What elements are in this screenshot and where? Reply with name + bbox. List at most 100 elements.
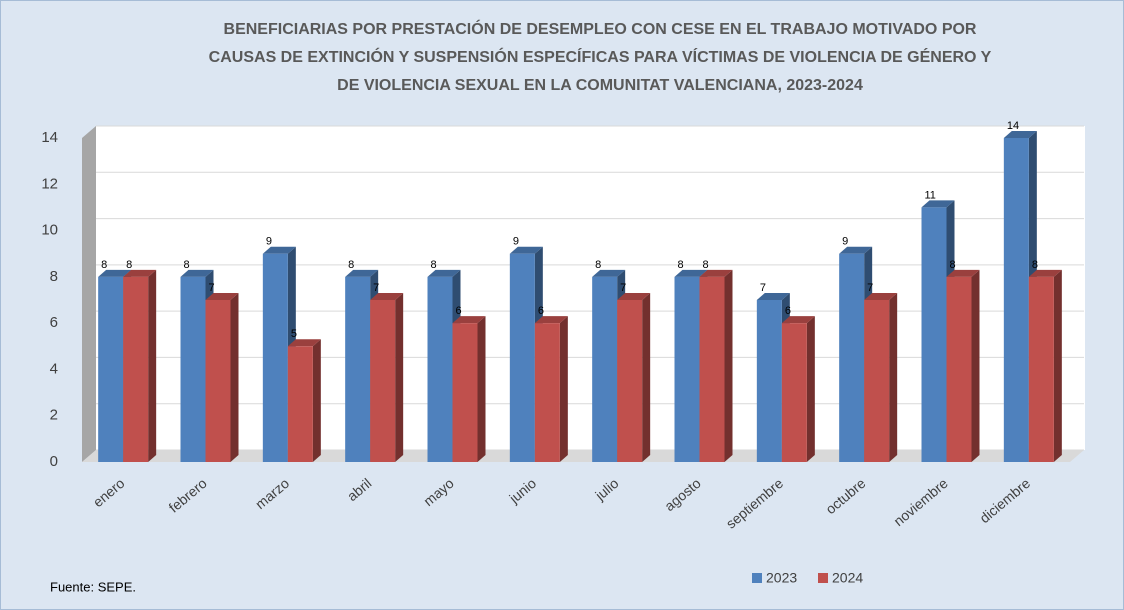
bar-face (370, 293, 404, 300)
chart-title: DE VIOLENCIA SEXUAL EN LA COMUNITAT VALE… (337, 77, 863, 94)
bar-face (345, 269, 379, 277)
bar-face (312, 339, 321, 462)
value-label: 9 (266, 236, 272, 248)
bar-face (345, 276, 371, 462)
bar (205, 293, 239, 462)
bar-face (699, 276, 725, 462)
bar-face (592, 269, 626, 277)
y-tick-label: 12 (41, 175, 58, 192)
bar-face (98, 269, 132, 277)
bar-face (806, 316, 815, 462)
bar-face (559, 316, 568, 462)
bar-face (921, 200, 955, 208)
bar-face (781, 323, 807, 462)
bar-face (1003, 131, 1037, 138)
y-tick-label: 6 (50, 314, 58, 331)
bar-face (370, 300, 396, 462)
value-label: 6 (456, 305, 462, 317)
bar-face (287, 339, 321, 347)
bar-face (839, 253, 865, 462)
bar-face (642, 293, 651, 462)
chart-title: BENEFICIARIAS POR PRESTACIÓN DE DESEMPLE… (224, 19, 977, 38)
bar-face (946, 276, 972, 462)
bar-face (839, 246, 873, 254)
bar-face (427, 269, 461, 277)
bar-face (1053, 269, 1062, 462)
bar (699, 269, 733, 462)
value-label: 8 (1032, 259, 1038, 271)
bar-face (452, 323, 478, 462)
value-label: 8 (950, 259, 956, 271)
bar-face (123, 276, 149, 462)
y-tick-label: 14 (41, 129, 58, 146)
bar-face (864, 293, 898, 300)
legend-label: 2024 (832, 570, 863, 586)
y-tick-label: 8 (50, 268, 58, 285)
value-label: 7 (209, 282, 215, 294)
bar-face (477, 316, 486, 462)
bar-face (205, 293, 239, 300)
bar (370, 293, 404, 462)
value-label: 6 (538, 305, 544, 317)
bar-face (1028, 269, 1062, 277)
side-wall (82, 126, 96, 462)
bar (509, 246, 543, 462)
floor (82, 450, 1084, 462)
back-wall (96, 126, 1085, 450)
value-label: 6 (785, 305, 791, 317)
bar (1028, 269, 1062, 462)
bar-face (1003, 138, 1029, 462)
bar-face (230, 293, 239, 462)
value-label: 9 (513, 236, 519, 248)
bar-face (674, 276, 700, 462)
bar-face (287, 346, 313, 462)
bar-face (756, 300, 782, 462)
bar (452, 316, 486, 462)
bar-face (262, 253, 288, 462)
bar (946, 269, 980, 462)
bar-face (971, 269, 980, 462)
bar-face (889, 293, 898, 462)
value-label: 8 (703, 259, 709, 271)
value-label: 8 (184, 259, 190, 271)
bar-face (946, 269, 980, 277)
bar-face (617, 300, 643, 462)
value-label: 7 (760, 282, 766, 294)
bar-face (756, 293, 790, 300)
value-label: 8 (101, 259, 107, 271)
bar (864, 293, 898, 462)
bar-face (592, 276, 618, 462)
value-label: 8 (126, 259, 132, 271)
value-label: 8 (348, 259, 354, 271)
chart-title: CAUSAS DE EXTINCIÓN Y SUSPENSIÓN ESPECÍF… (209, 47, 992, 66)
bar-face (509, 246, 543, 254)
bar-face (180, 276, 206, 462)
bar-face (148, 269, 157, 462)
bar-face (534, 323, 560, 462)
value-label: 5 (291, 328, 297, 340)
value-label: 7 (867, 282, 873, 294)
bar-face (781, 316, 815, 324)
value-label: 9 (842, 236, 848, 248)
value-label: 8 (431, 259, 437, 271)
value-label: 8 (678, 259, 684, 271)
bar-face (864, 300, 890, 462)
bar-face (921, 207, 947, 462)
y-tick-label: 0 (50, 453, 58, 470)
legend-label: 2023 (766, 570, 797, 586)
bar-face (98, 276, 124, 462)
bar (287, 339, 321, 462)
bar-face (123, 269, 157, 277)
y-tick-label: 2 (50, 407, 58, 424)
source: Fuente: SEPE. (50, 579, 136, 594)
bar-face (724, 269, 733, 462)
bar-face (452, 316, 486, 324)
bar (123, 269, 157, 462)
bar-face (262, 246, 296, 254)
legend-swatch (752, 573, 762, 583)
legend-swatch (818, 573, 828, 583)
bar-face (1028, 276, 1054, 462)
bar (781, 316, 815, 462)
value-label: 7 (620, 282, 626, 294)
